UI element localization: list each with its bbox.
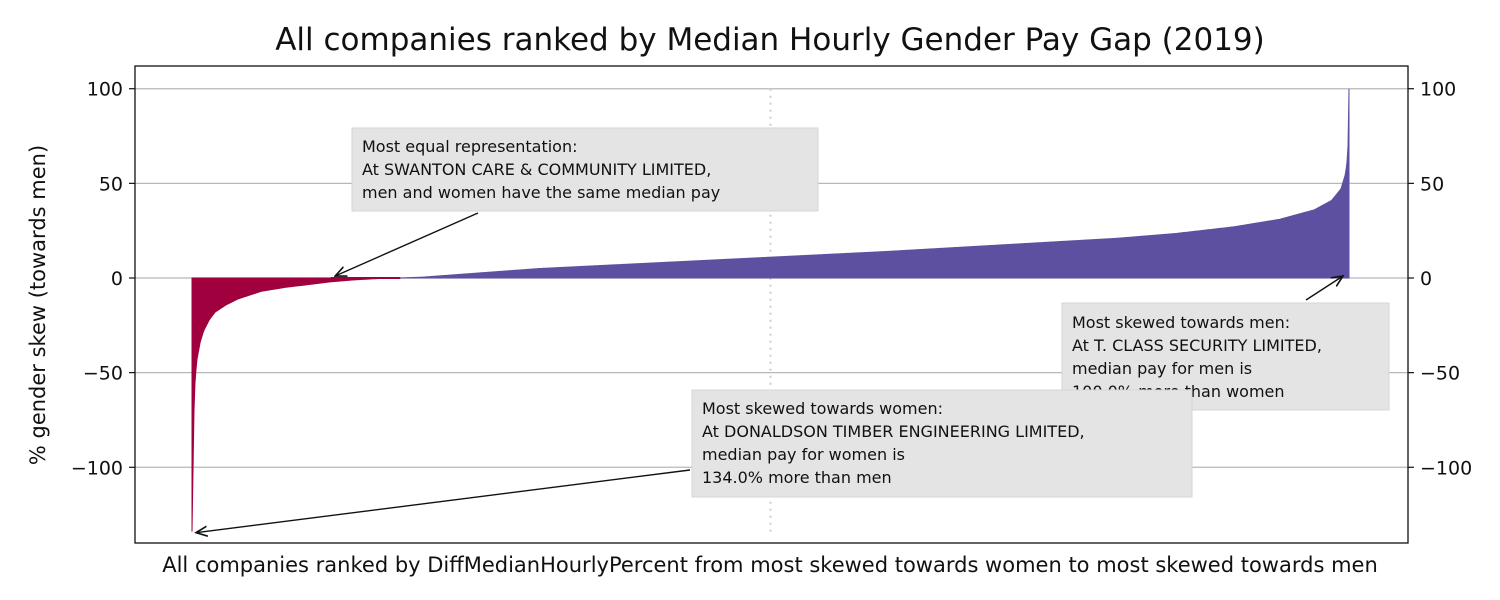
y-tick-label: 50: [1420, 173, 1444, 195]
y-tick-label: 0: [1420, 268, 1432, 290]
annotation-box: [351, 127, 819, 212]
annotations: Most equal representation: At SWANTON CA…: [196, 127, 1390, 533]
annotation-text: Most skewed towards men:: [1072, 313, 1290, 332]
annotation-text: median pay for women is: [702, 445, 905, 464]
plot-frame: [134, 65, 1409, 544]
annotation-text: At T. CLASS SECURITY LIMITED,: [1072, 336, 1322, 355]
y-tick-label: 50: [99, 173, 123, 195]
women-skew-area: [191, 277, 401, 532]
annotation-text: median pay for men is: [1072, 359, 1252, 378]
y-tick-label: 100: [1420, 79, 1456, 101]
y-tick-label: −100: [1420, 457, 1472, 479]
y-axis-right: 100 50 0 −50 −100: [1408, 79, 1472, 479]
men-skew-area: [400, 88, 1350, 279]
y-tick-label: −50: [1420, 363, 1460, 385]
y-tick-label: 0: [111, 268, 123, 290]
x-axis-label: All companies ranked by DiffMedianHourly…: [162, 553, 1378, 577]
annotation-text: At SWANTON CARE & COMMUNITY LIMITED,: [362, 160, 711, 179]
annotation-arrow: [1305, 276, 1343, 301]
annotation-text: Most skewed towards women:: [702, 399, 943, 418]
annotation: Most equal representation: At SWANTON CA…: [335, 127, 819, 276]
chart-title: All companies ranked by Median Hourly Ge…: [275, 22, 1265, 58]
data-areas: [191, 88, 1350, 532]
y-axis-label: % gender skew (towards men): [26, 145, 50, 465]
annotation-text: men and women have the same median pay: [362, 183, 720, 202]
annotation-box: [691, 389, 1193, 498]
annotation-text: Most equal representation:: [362, 137, 578, 156]
y-axis-left: 100 50 0 −50 −100: [71, 79, 135, 479]
annotation-text: 134.0% more than men: [702, 468, 892, 487]
annotation: Most skewed towards women: At DONALDSON …: [196, 389, 1193, 533]
y-tick-label: −100: [71, 457, 123, 479]
annotation-arrow: [196, 469, 691, 533]
y-tick-label: 100: [87, 79, 123, 101]
annotation-arrow: [335, 212, 479, 276]
y-tick-label: −50: [83, 363, 123, 385]
annotation-text: At DONALDSON TIMBER ENGINEERING LIMITED,: [702, 422, 1085, 441]
